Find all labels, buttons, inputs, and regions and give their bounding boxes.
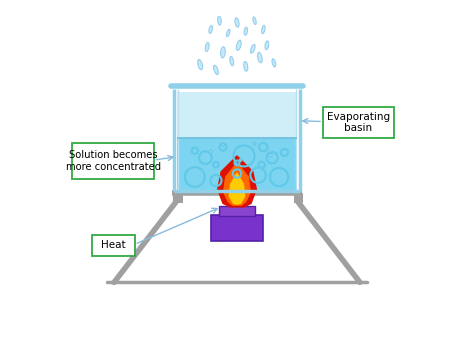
Ellipse shape (220, 47, 225, 58)
Ellipse shape (209, 25, 212, 33)
Bar (174, 193, 183, 203)
FancyBboxPatch shape (92, 235, 135, 256)
FancyBboxPatch shape (177, 137, 297, 190)
Ellipse shape (272, 59, 276, 67)
Ellipse shape (253, 17, 256, 24)
Circle shape (209, 150, 212, 154)
Ellipse shape (230, 56, 234, 66)
Ellipse shape (235, 18, 239, 27)
Text: Solution becomes
more concentrated: Solution becomes more concentrated (66, 150, 161, 172)
Text: Evaporating
basin: Evaporating basin (327, 112, 390, 133)
Text: Heat: Heat (101, 240, 126, 251)
Ellipse shape (237, 40, 241, 50)
Circle shape (269, 154, 272, 157)
Ellipse shape (244, 62, 248, 71)
Ellipse shape (213, 65, 219, 75)
Ellipse shape (227, 29, 230, 37)
Ellipse shape (251, 45, 255, 53)
Circle shape (239, 159, 242, 161)
Circle shape (253, 142, 256, 145)
FancyBboxPatch shape (219, 206, 255, 216)
FancyBboxPatch shape (211, 215, 263, 241)
Polygon shape (229, 173, 245, 204)
Bar (294, 193, 303, 203)
Ellipse shape (218, 16, 221, 25)
Ellipse shape (244, 27, 247, 35)
FancyBboxPatch shape (177, 92, 297, 138)
Polygon shape (224, 163, 250, 205)
FancyBboxPatch shape (322, 107, 394, 138)
Ellipse shape (205, 42, 209, 52)
Ellipse shape (257, 52, 262, 63)
Polygon shape (218, 156, 256, 207)
Ellipse shape (265, 41, 269, 50)
FancyBboxPatch shape (73, 143, 155, 179)
Ellipse shape (198, 59, 202, 70)
Ellipse shape (262, 25, 265, 34)
Circle shape (221, 143, 224, 146)
